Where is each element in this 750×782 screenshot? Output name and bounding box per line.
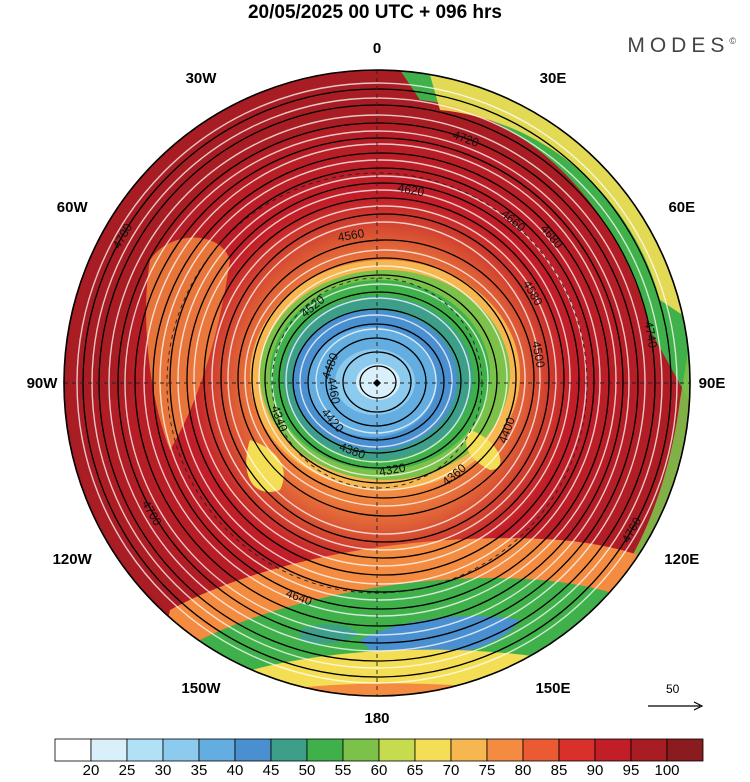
colorbar-tick-label: 70 bbox=[442, 762, 460, 779]
svg-text:4560: 4560 bbox=[337, 226, 366, 244]
colorbar-swatch bbox=[90, 738, 128, 762]
colorbar-swatch bbox=[522, 738, 560, 762]
svg-text:4740: 4740 bbox=[642, 320, 660, 349]
colorbar-tick-label: 40 bbox=[226, 762, 244, 779]
colorbar-tick-label: 20 bbox=[82, 762, 100, 779]
longitude-label: 30E bbox=[540, 70, 567, 87]
colorbar-swatch bbox=[414, 738, 452, 762]
wind-scale-label: 50 bbox=[666, 682, 680, 696]
colorbar-swatch bbox=[486, 738, 524, 762]
colorbar-swatch bbox=[630, 738, 668, 762]
colorbar-tick-label: 45 bbox=[262, 762, 280, 779]
colorbar-tick-label: 25 bbox=[118, 762, 136, 779]
colorbar-swatch bbox=[342, 738, 380, 762]
svg-text:4460: 4460 bbox=[324, 376, 342, 405]
svg-text:4620: 4620 bbox=[397, 181, 426, 199]
colorbar bbox=[54, 738, 704, 762]
contour-label: 4560 bbox=[337, 226, 366, 244]
colorbar-tick-label: 90 bbox=[586, 762, 604, 779]
brand-name: MODES bbox=[627, 34, 730, 57]
longitude-label: 90W bbox=[27, 375, 59, 392]
colorbar-tick-label: 75 bbox=[478, 762, 496, 779]
colorbar-swatch bbox=[234, 738, 272, 762]
colorbar-swatch bbox=[198, 738, 236, 762]
longitude-labels: 0 30E 60E 90E 120E 150E 180 150W 120W 90W 60W 30W bbox=[27, 40, 726, 727]
longitude-label: 30W bbox=[186, 70, 218, 87]
colorbar-tick-label: 65 bbox=[406, 762, 424, 779]
longitude-label: 60W bbox=[57, 199, 89, 216]
map-title: 20/05/2025 00 UTC + 096 hrs bbox=[247, 2, 503, 23]
colorbar-swatch bbox=[162, 738, 200, 762]
longitude-label: 120W bbox=[53, 551, 93, 568]
colorbar-tick-label: 35 bbox=[190, 762, 208, 779]
colorbar-tick-label: 60 bbox=[370, 762, 388, 779]
contour-label: 4320 bbox=[378, 460, 407, 478]
colorbar-tick-label: 85 bbox=[550, 762, 568, 779]
colorbar-tick-label: 50 bbox=[298, 762, 316, 779]
svg-text:4500: 4500 bbox=[529, 340, 547, 369]
colorbar-swatch bbox=[378, 738, 416, 762]
contour-label: 4460 bbox=[324, 376, 342, 405]
map-boundary bbox=[63, 69, 691, 697]
contour-label: 4500 bbox=[529, 340, 547, 369]
longitude-label: 150W bbox=[181, 680, 221, 697]
pole-marker bbox=[373, 379, 381, 387]
contour-label: 4620 bbox=[397, 181, 426, 199]
colorbar-swatch bbox=[270, 738, 308, 762]
colorbar-swatch bbox=[558, 738, 596, 762]
longitude-label: 90E bbox=[699, 375, 726, 392]
svg-text:4320: 4320 bbox=[378, 460, 407, 478]
colorbar-swatch bbox=[54, 738, 92, 762]
colorbar-swatch bbox=[450, 738, 488, 762]
colorbar-swatch bbox=[666, 738, 704, 762]
copyright-mark: © bbox=[729, 36, 736, 46]
colorbar-swatch bbox=[126, 738, 164, 762]
longitude-label: 0 bbox=[373, 40, 381, 57]
colorbar-tick-label: 100 bbox=[654, 762, 680, 779]
longitude-label: 180 bbox=[364, 710, 389, 727]
longitude-label: 120E bbox=[664, 551, 699, 568]
colorbar-tick-label: 80 bbox=[514, 762, 532, 779]
contour-label: 4740 bbox=[642, 320, 660, 349]
colorbar-swatch bbox=[594, 738, 632, 762]
wind-speed-field bbox=[64, 70, 690, 696]
brand-logo: MODES© bbox=[627, 34, 736, 58]
wind-scale-arrow bbox=[648, 701, 704, 711]
colorbar-swatch bbox=[306, 738, 344, 762]
colorbar-tick-label: 30 bbox=[154, 762, 172, 779]
longitude-label: 150E bbox=[535, 680, 570, 697]
colorbar-tick-label: 95 bbox=[622, 762, 640, 779]
colorbar-tick-label: 55 bbox=[334, 762, 352, 779]
longitude-label: 60E bbox=[668, 199, 695, 216]
